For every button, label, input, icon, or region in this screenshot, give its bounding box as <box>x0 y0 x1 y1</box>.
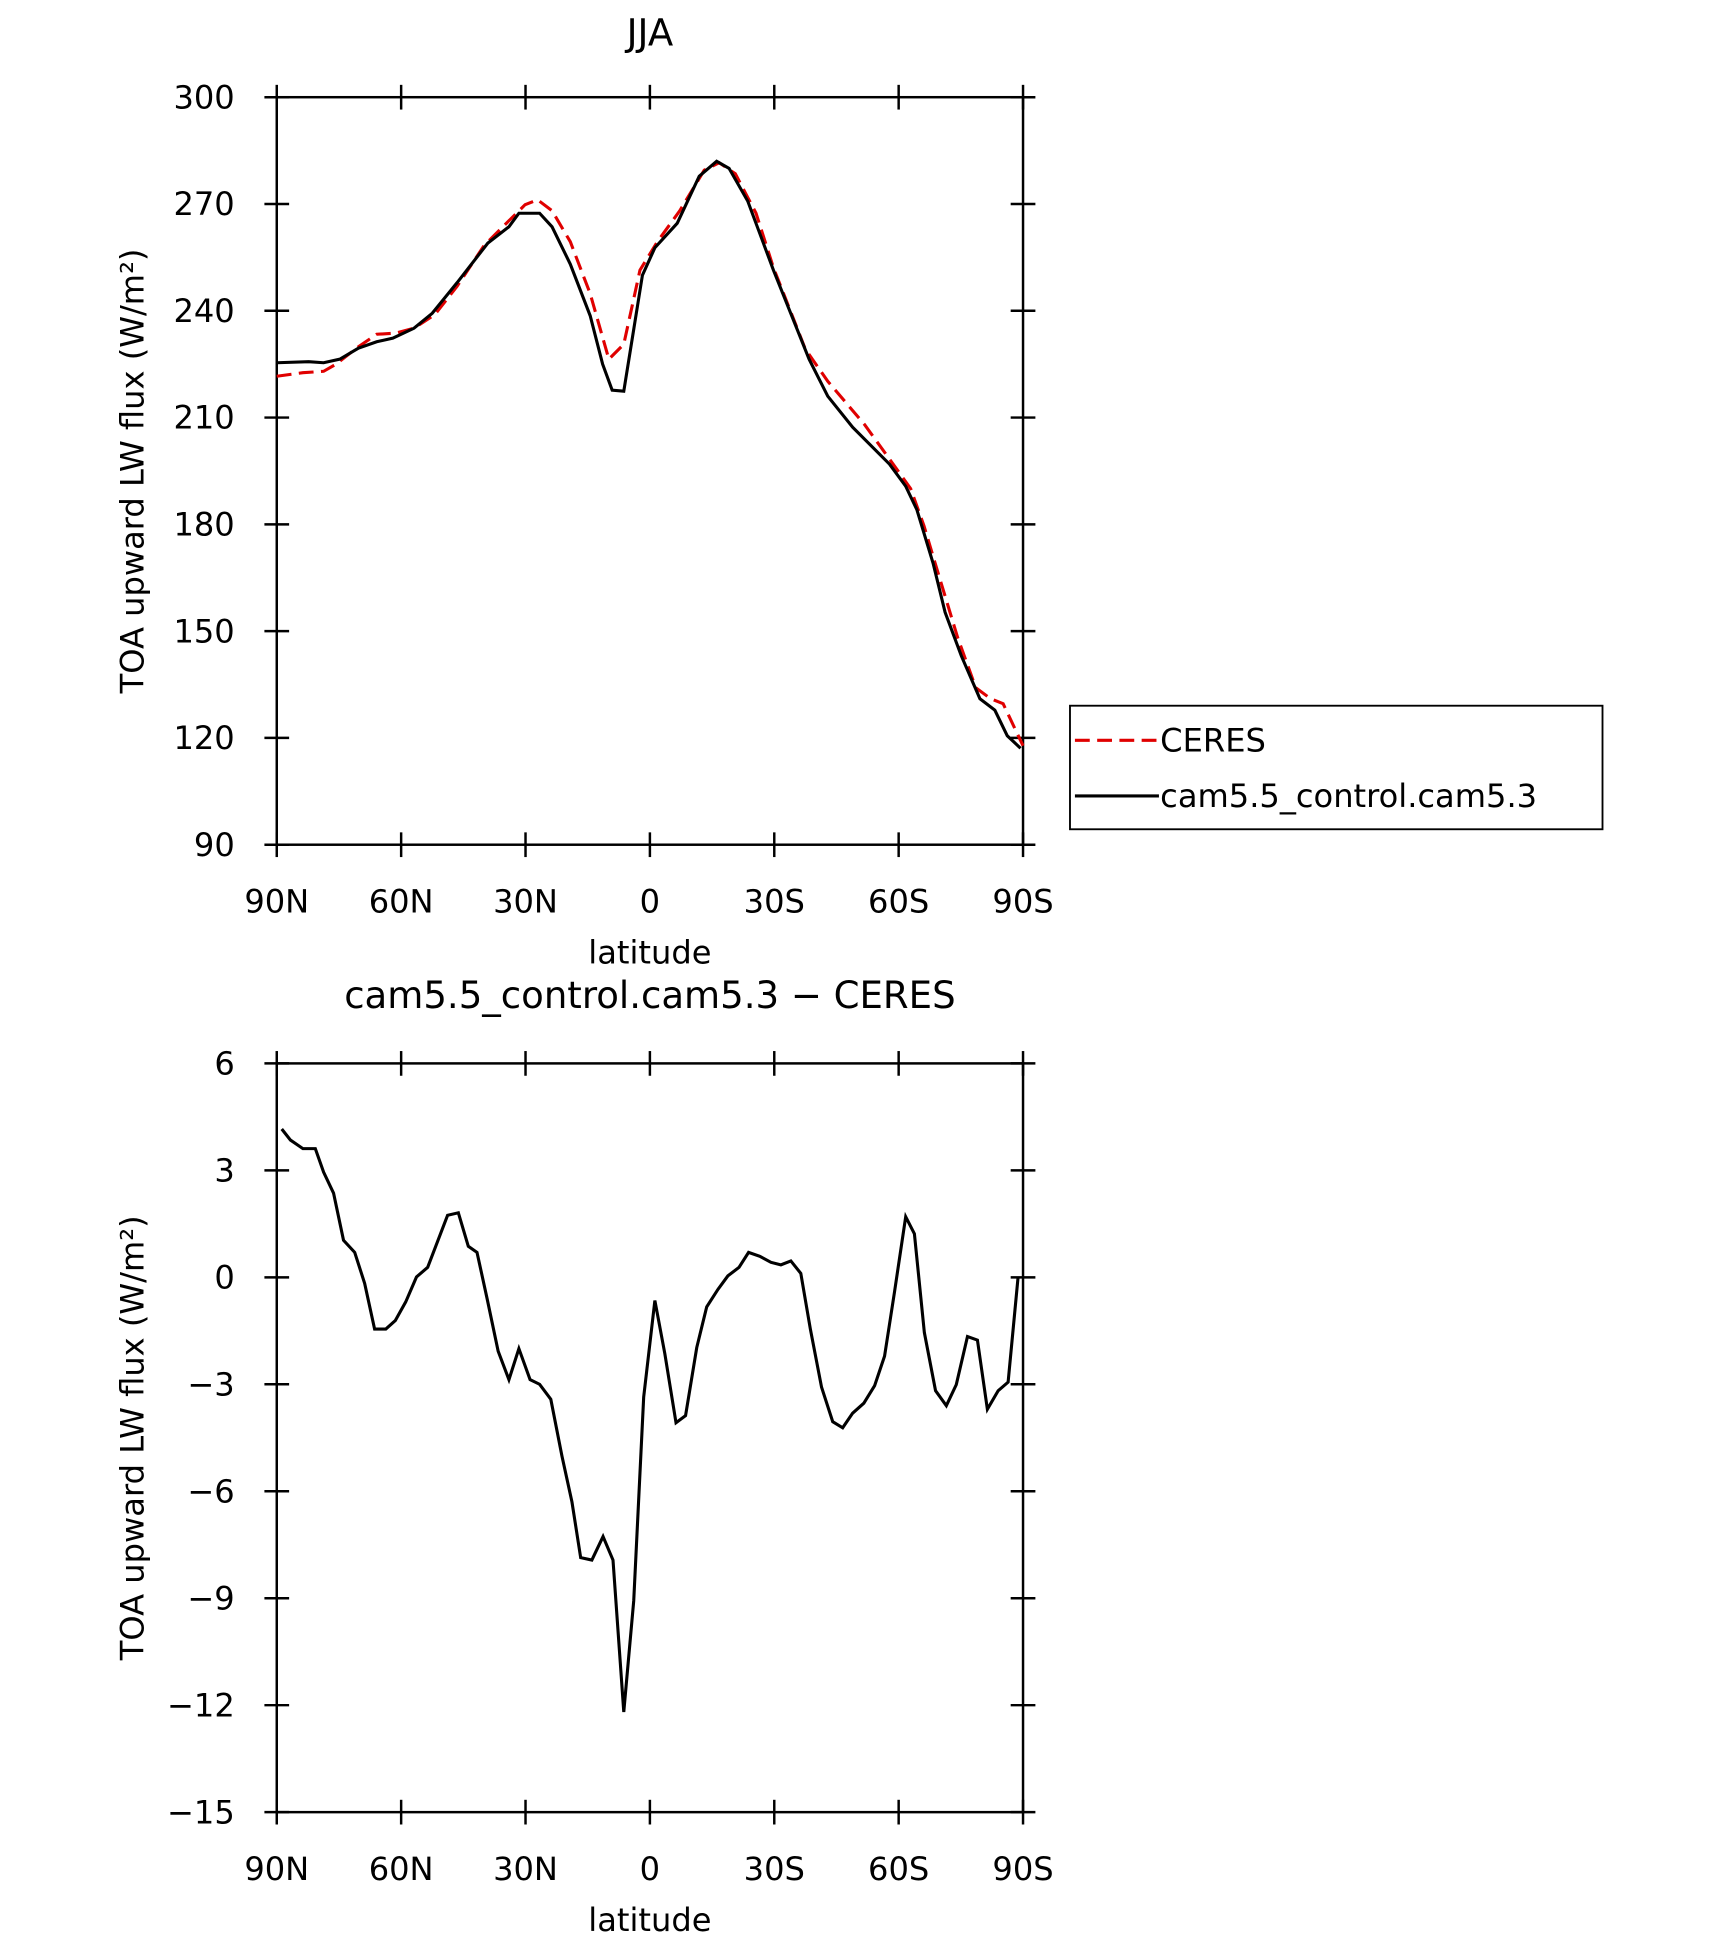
x-tick-label: 0 <box>640 1850 660 1888</box>
y-axis-label: TOA upward LW flux (W/m²) <box>113 249 151 695</box>
plot-frame <box>275 1062 1025 1814</box>
x-tick-label: 90S <box>992 883 1053 921</box>
y-tick-label: −6 <box>187 1472 234 1510</box>
y-tick-label: 180 <box>173 505 234 543</box>
x-tick-label: 30N <box>493 883 558 921</box>
y-tick-label: −3 <box>187 1365 234 1403</box>
y-tick-label: 3 <box>214 1151 234 1189</box>
y-tick-label: 270 <box>173 185 234 223</box>
plot-frame <box>275 95 1025 846</box>
x-tick-label: 90S <box>992 1850 1053 1888</box>
x-tick-label: 30S <box>744 1850 805 1888</box>
x-tick-label: 30S <box>744 883 805 921</box>
x-axis-label: latitude <box>588 1901 711 1939</box>
legend-box <box>1069 704 1604 831</box>
x-tick-label: 60S <box>868 1850 929 1888</box>
chart-title: JJA <box>625 11 674 54</box>
data-line <box>276 159 1022 750</box>
x-axis-label: latitude <box>588 933 711 971</box>
y-tick-label: 150 <box>173 612 234 650</box>
y-tick-label: 240 <box>173 292 234 330</box>
y-axis-label: TOA upward LW flux (W/m²) <box>113 1215 151 1661</box>
legend-label: cam5.5_control.cam5.3 <box>1160 777 1537 815</box>
x-tick-label: 0 <box>640 883 660 921</box>
y-tick-label: 210 <box>173 399 234 437</box>
data-line <box>276 160 1025 747</box>
y-tick-label: 120 <box>173 719 234 757</box>
y-tick-label: −12 <box>167 1686 235 1724</box>
data-line <box>280 1128 1020 1713</box>
x-tick-label: 90N <box>244 1850 309 1888</box>
y-tick-label: 6 <box>214 1045 234 1083</box>
y-tick-label: 0 <box>214 1258 234 1296</box>
legend-label: CERES <box>1160 721 1266 759</box>
x-tick-label: 60N <box>369 1850 434 1888</box>
x-tick-label: 30N <box>493 1850 558 1888</box>
x-tick-label: 60S <box>868 883 929 921</box>
y-tick-label: 300 <box>173 78 234 116</box>
x-tick-label: 60N <box>369 883 434 921</box>
y-tick-label: −9 <box>187 1579 234 1617</box>
x-tick-label: 90N <box>244 883 309 921</box>
y-tick-label: −15 <box>167 1793 235 1831</box>
chart-title: cam5.5_control.cam5.3 − CERES <box>344 974 955 1017</box>
y-tick-label: 90 <box>194 826 235 864</box>
